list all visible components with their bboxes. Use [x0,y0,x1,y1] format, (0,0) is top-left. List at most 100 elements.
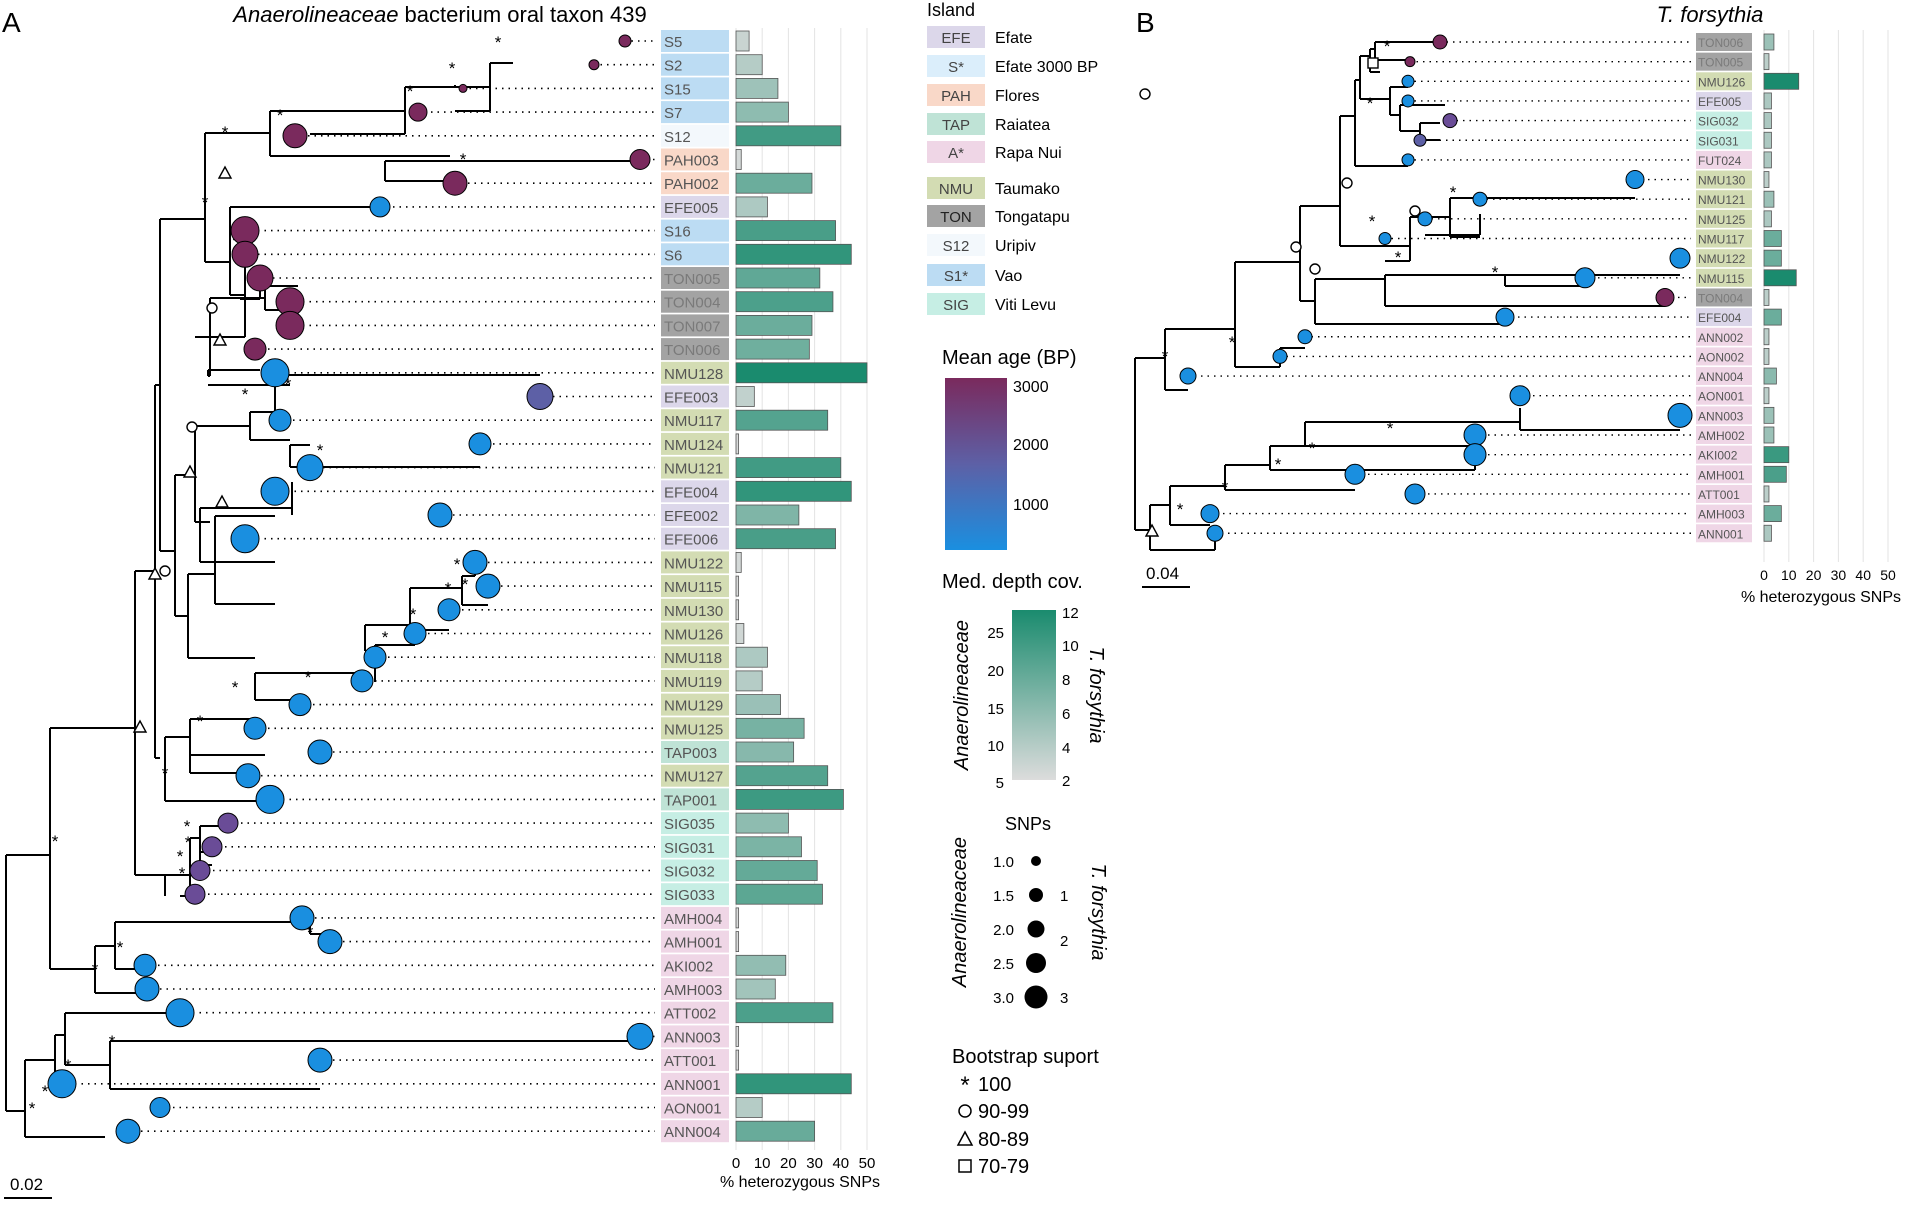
het-bar [735,836,802,858]
het-bar [735,670,763,692]
leaf-dot [275,310,305,340]
het-bar [735,125,842,147]
leaf-label: SIG031 [664,840,715,857]
leaf-label: ATT001 [1698,488,1740,502]
bootstrap-star-icon: * [1450,183,1457,202]
leaf-dot [1404,483,1426,505]
bootstrap-star-icon: * [1309,439,1316,458]
leaf-dot [115,1118,141,1144]
bootstrap-triangle-icon [1144,523,1160,537]
bootstrap-star-icon: * [202,193,209,212]
age-tick: 3000 [1013,379,1049,396]
het-bar [735,291,834,313]
leaf-label-box [1696,426,1752,444]
leaf-label: ANN004 [1698,370,1744,384]
panel-a-leaf-labels: S5 S2 S15 S7 S12 PAH003 PAH002 EFE005 S16 S6 TON00… [661,30,729,1143]
leaf-label-box [661,646,729,669]
leaf-label-box [1696,52,1752,71]
het-bar [735,599,740,621]
leaf-label-box [1696,288,1752,307]
het-bar [1763,426,1775,444]
leaf-label-box [1696,445,1752,464]
het-bar [1763,446,1790,464]
island-name: Tongatapu [995,209,1070,226]
island-swatch [927,293,985,315]
leaf-label-box [1696,170,1752,189]
het-bar [735,220,836,242]
leaf-label: NMU119 [664,674,722,691]
leaf-label: SIG032 [664,864,715,881]
het-bar [735,149,742,170]
leaf-label-box [661,124,729,147]
leaf-dot [1401,94,1415,108]
bootstrap-square-icon [958,1159,972,1173]
leaf-label: ATT002 [664,1006,716,1023]
leaf-dot [296,454,324,482]
depth-right-tick: 8 [1062,672,1070,689]
leaf-label-box [661,409,729,432]
leaf-label-box [661,480,729,503]
bootstrap-star-icon: * [1367,94,1374,113]
bootstrap-star-icon: * [462,575,469,594]
snp-size-dot [1027,920,1045,938]
leaf-label-box [661,693,729,716]
leaf-label: TON005 [1698,56,1743,70]
bootstrap-star-icon: * [407,82,414,101]
het-bar [1763,328,1770,346]
leaf-label-box [1696,406,1752,425]
het-bar [735,314,813,336]
bootstrap-triangle-icon [212,332,228,346]
leaf-dot [189,860,211,881]
het-bar [1763,485,1770,503]
island-swatch [927,205,985,227]
snp-size-dot [1026,953,1046,973]
leaf-dot [1495,307,1515,327]
leaf-dot [260,476,290,506]
island-name: Efate [995,30,1032,47]
axis-tick: 30 [1831,567,1847,583]
axis-tick: 40 [1855,567,1871,583]
leaf-dot [217,812,239,834]
het-bar [735,101,789,123]
leaf-dot [1404,56,1416,68]
bootstrap-star-icon: * [285,375,292,394]
bootstrap-star-icon: * [1222,478,1229,497]
leaf-dot [526,383,554,410]
leaf-label-box [1696,33,1752,51]
leaf-dot [403,622,427,645]
leaf-label: AKI002 [664,958,713,975]
leaf-label: SIG033 [664,887,715,904]
leaf-label: ANN001 [664,1077,721,1094]
leaf-label-box [661,30,729,52]
leaf-label-box [661,1120,729,1143]
bootstrap-star-icon: * [454,555,461,574]
het-bar [735,1120,815,1142]
het-bar [1763,367,1777,385]
leaf-label-box [661,314,729,337]
het-bar [735,978,776,1000]
leaf-dot [1417,211,1433,227]
bootstrap-star-icon: * [445,579,452,598]
leaf-label-box [661,1096,729,1119]
bootstrap-triangle-icon [214,494,230,508]
leaf-label-box [661,148,729,171]
bootstrap-star-icon: * [1384,37,1391,56]
leaf-label-box [661,77,729,100]
panel-b-title: T. forsythia [1657,2,1764,27]
depth-legend-title: Med. depth cov. [942,571,1083,593]
leaf-label-box [661,338,729,361]
bootstrap-star-icon: * [65,1056,72,1075]
het-bar [735,883,823,905]
axis-tick: 30 [806,1155,823,1172]
island-name: Efate 3000 BP [995,59,1098,76]
leaf-dot [1442,113,1458,129]
het-bar [735,694,781,715]
leaf-label: AKI002 [1698,449,1738,463]
leaf-dot [133,953,157,977]
depth-left-tick: 15 [987,701,1004,718]
bootstrap-star-icon: * [109,1032,116,1051]
bootstrap-star-icon: * [495,33,502,52]
leaf-dot [268,408,292,432]
island-code: S1* [944,268,968,285]
snp-size-legend: 1.0 1.5 2.0 2.5 3.0 1 2 3 [993,854,1068,1009]
